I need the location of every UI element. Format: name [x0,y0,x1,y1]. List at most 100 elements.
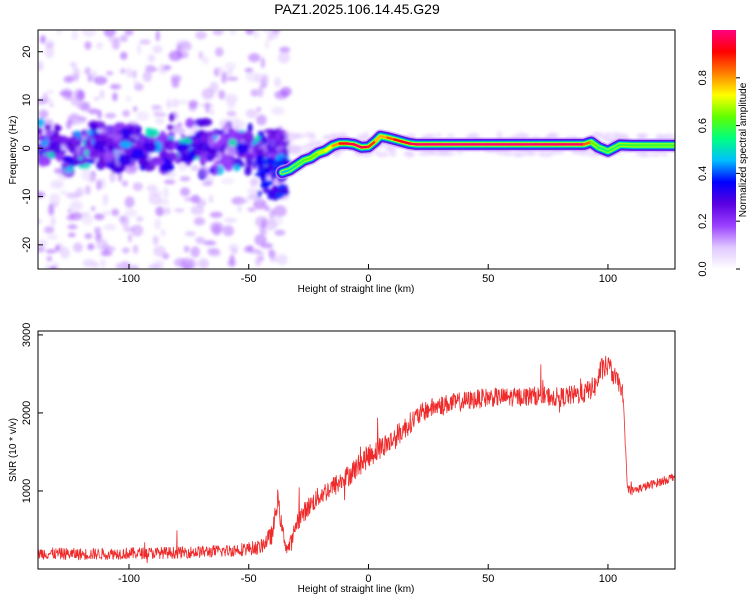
heatmap-cell [283,136,296,143]
heatmap-cell [102,193,109,206]
heatmap-cell [249,178,258,188]
heatmap-cell [73,242,83,253]
top-y-tick-label: 20 [21,46,33,58]
heatmap-cell [226,76,239,81]
bottom-plot-frame [37,330,676,570]
heatmap-cell [163,179,176,185]
top-y-axis-label: Frequency (Hz) [8,116,19,185]
heatmap-cell [228,67,234,76]
heatmap-cell [96,42,103,50]
heatmap-cell [201,56,210,65]
colorbar: 0.0 0.2 0.4 0.6 0.8 Normalized spectral ampl… [697,30,749,277]
heatmap-cell [158,148,168,159]
heatmap-cell [245,108,258,119]
bottom-panel: -100 -50 0 50 100 1000 2000 3000 Height of str… [8,323,676,595]
heatmap-cell [77,101,89,111]
ridge-core-segment [606,143,622,153]
heatmap-cell [122,110,130,117]
heatmap-cell [260,170,267,180]
heatmap-cell [155,206,165,217]
heatmap-cell [66,192,81,199]
heatmap-cell [152,235,159,246]
heatmap-cell [103,30,116,38]
heatmap-cell [190,246,201,258]
snr-series-line [38,355,675,564]
heatmap-cell [81,169,93,181]
heatmap-cell [130,264,139,269]
heatmap-cell [153,112,167,117]
top-x-axis: -100 -50 0 50 100 [118,264,617,285]
heatmap-cell [257,190,262,198]
heatmap-cell [190,205,205,216]
heatmap-cell [446,133,455,139]
heatmap-cell [238,198,250,204]
colorbar-gradient [712,30,736,269]
colorbar-tick-label: 0.6 [697,118,709,133]
heatmap-cell [221,72,227,84]
heatmap-cell [107,36,121,43]
heatmap-cell [136,216,144,222]
heatmap-cell [148,193,162,206]
heatmap-cell [257,85,264,98]
heatmap-cell [180,133,185,139]
heatmap-cell [120,51,128,60]
heatmap-cell [38,60,44,72]
heatmap-cell [45,39,55,47]
heatmap-cell [229,30,237,36]
heatmap-cell [599,133,610,140]
heatmap-cell [74,119,85,125]
heatmap-cell [133,79,138,85]
heatmap-cell [89,122,98,133]
heatmap-cell [230,117,241,124]
heatmap-cell [163,187,169,199]
heatmap-cell [247,122,253,133]
heatmap-cell [84,149,89,157]
heatmap-cell [93,213,105,221]
heatmap-cell [247,248,261,254]
heatmap-cell [226,110,237,117]
heatmap-cell [168,50,183,62]
heatmap-cell [60,190,69,196]
heatmap-cell [70,61,77,68]
heatmap-cell [638,133,649,139]
heatmap-cell [220,178,235,185]
heatmap-cell [124,165,138,174]
heatmap-cell [71,30,79,41]
heatmap-cell [179,176,191,182]
heatmap-cell [142,70,153,82]
heatmap-cell [278,159,285,166]
heatmap-cell [38,154,49,167]
heatmap-cell [93,76,108,85]
heatmap-cell [405,151,415,158]
heatmap-cell [80,129,87,136]
heatmap-cell [84,41,92,50]
heatmap-cell [119,34,128,43]
heatmap-cell [145,128,160,138]
heatmap-cell [119,140,133,149]
heatmap-cell [254,135,261,141]
heatmap-cell [201,88,215,100]
heatmap-cell [46,130,52,136]
heatmap-cell [48,203,55,216]
heatmap-cell [66,120,72,130]
top-x-axis-label: Height of straight line (km) [298,284,415,295]
heatmap-cell [159,63,164,74]
heatmap-cell [260,242,273,249]
heatmap-cell [208,168,215,173]
heatmap-cell [212,30,224,36]
heatmap-cell [199,118,213,127]
heatmap-cell [227,259,237,268]
heatmap-cell [208,250,221,257]
heatmap-cell [150,160,160,166]
heatmap-cell [48,135,55,141]
ridge-core-segment [295,159,306,167]
heatmap-cell [233,164,241,172]
heatmap-cell [435,132,442,138]
heatmap-cell [92,135,101,141]
heatmap-cell [660,152,669,157]
ridge-core-segment [367,139,377,149]
heatmap-cell [117,171,122,182]
heatmap-cell [180,187,191,197]
heatmap-cell [261,230,268,235]
heatmap-cell [284,189,290,196]
